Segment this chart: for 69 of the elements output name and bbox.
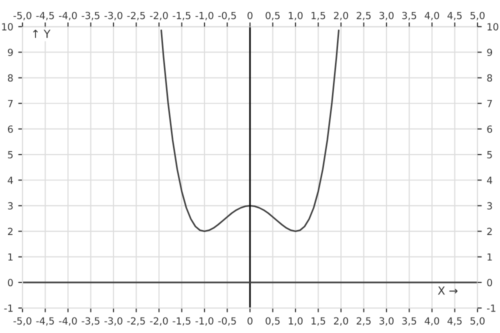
y-tick-label: 2 bbox=[8, 228, 12, 235]
x2-tick-label: 0,5 bbox=[266, 317, 280, 326]
x-tick-label: -0,5 bbox=[218, 12, 236, 20]
x2-tick-label: -3,0 bbox=[104, 317, 122, 326]
x-tick-label: 2,5 bbox=[356, 12, 371, 20]
x2-tick-label: 5,0 bbox=[470, 317, 485, 326]
x-tick-label: 1,5 bbox=[312, 12, 326, 20]
x-tick-label: -3,5 bbox=[82, 12, 100, 20]
y2-tick-label: 6 bbox=[487, 125, 492, 133]
y-tick-label: 0 bbox=[8, 278, 13, 286]
x2-tick-label: -0,5 bbox=[218, 317, 236, 326]
x2-tick-label: 2,0 bbox=[334, 317, 348, 326]
x-tick-label: -2,0 bbox=[150, 12, 168, 20]
y-tick-label: 6 bbox=[8, 125, 13, 133]
y2-tick-label: 10 bbox=[488, 23, 498, 30]
y-tick-label: 8 bbox=[8, 74, 13, 82]
y-axis-title: ↑ Y bbox=[33, 30, 50, 38]
y2-tick-label: 1 bbox=[488, 253, 492, 261]
x-tick-label: -3,0 bbox=[104, 12, 122, 20]
x-tick-label: 4,5 bbox=[447, 12, 462, 20]
y2-tick-label: 9 bbox=[487, 48, 492, 56]
x2-tick-label: -4,0 bbox=[58, 317, 77, 326]
x2-tick-label: -4,5 bbox=[36, 317, 54, 326]
y-tick-label: 9 bbox=[8, 48, 13, 56]
x-tick-label: 3,0 bbox=[380, 12, 394, 20]
y-tick-label: 3 bbox=[8, 202, 13, 210]
x-tick-label: -4,5 bbox=[36, 12, 54, 20]
y2-tick-label: 7 bbox=[487, 100, 492, 108]
y2-tick-label: 5 bbox=[487, 151, 492, 158]
x2-tick-label: 1,0 bbox=[288, 317, 303, 326]
x2-tick-label: -1,0 bbox=[195, 317, 214, 326]
x2-tick-label: -1,5 bbox=[172, 317, 190, 326]
x-tick-label: 1,0 bbox=[288, 12, 303, 20]
x2-tick-label: -5,0 bbox=[13, 317, 32, 326]
x-tick-label: 3,5 bbox=[402, 12, 416, 20]
x2-tick-label: -2,0 bbox=[150, 317, 168, 326]
x2-tick-label: -3,5 bbox=[82, 317, 100, 326]
x2-tick-label: 4,0 bbox=[424, 317, 440, 326]
x-tick-label: -1,0 bbox=[195, 12, 214, 20]
y2-tick-label: 0 bbox=[487, 278, 492, 286]
y-tick-label: -1 bbox=[4, 304, 13, 312]
x-tick-label: -2,5 bbox=[127, 12, 145, 20]
x2-tick-label: 3,5 bbox=[402, 317, 416, 326]
y2-tick-label: 2 bbox=[487, 228, 492, 235]
x-tick-label: 5,0 bbox=[470, 12, 485, 20]
y2-tick-label: -1 bbox=[487, 304, 496, 312]
line-series bbox=[160, 30, 340, 232]
y-tick-label: 7 bbox=[8, 100, 13, 108]
y-tick-label: 1 bbox=[8, 253, 13, 261]
y2-tick-label: 4 bbox=[487, 176, 492, 184]
x-tick-label: -1,5 bbox=[172, 12, 190, 20]
x-axis-title: X → bbox=[438, 286, 458, 295]
x2-tick-label: 0 bbox=[248, 317, 252, 325]
x2-tick-label: 1,5 bbox=[312, 317, 326, 326]
x-tick-label: 0 bbox=[248, 12, 252, 20]
x2-tick-label: 3,0 bbox=[380, 317, 394, 326]
x-tick-label: -5,0 bbox=[13, 12, 32, 20]
y-tick-label: 5 bbox=[8, 151, 13, 158]
x2-tick-label: 2,5 bbox=[356, 317, 371, 326]
x-tick-label: 2,0 bbox=[334, 12, 348, 20]
y2-tick-label: 3 bbox=[487, 202, 492, 210]
x-tick-label: 0,5 bbox=[266, 12, 280, 20]
y-tick-label: 4 bbox=[8, 176, 13, 184]
x2-tick-label: -2,5 bbox=[127, 317, 145, 326]
x-tick-label: -4,0 bbox=[58, 12, 77, 20]
x-tick-label: 4,0 bbox=[424, 12, 440, 20]
y-tick-label: 10 bbox=[2, 23, 13, 30]
x2-tick-label: 4,5 bbox=[447, 317, 462, 326]
y2-tick-label: 8 bbox=[487, 74, 492, 82]
